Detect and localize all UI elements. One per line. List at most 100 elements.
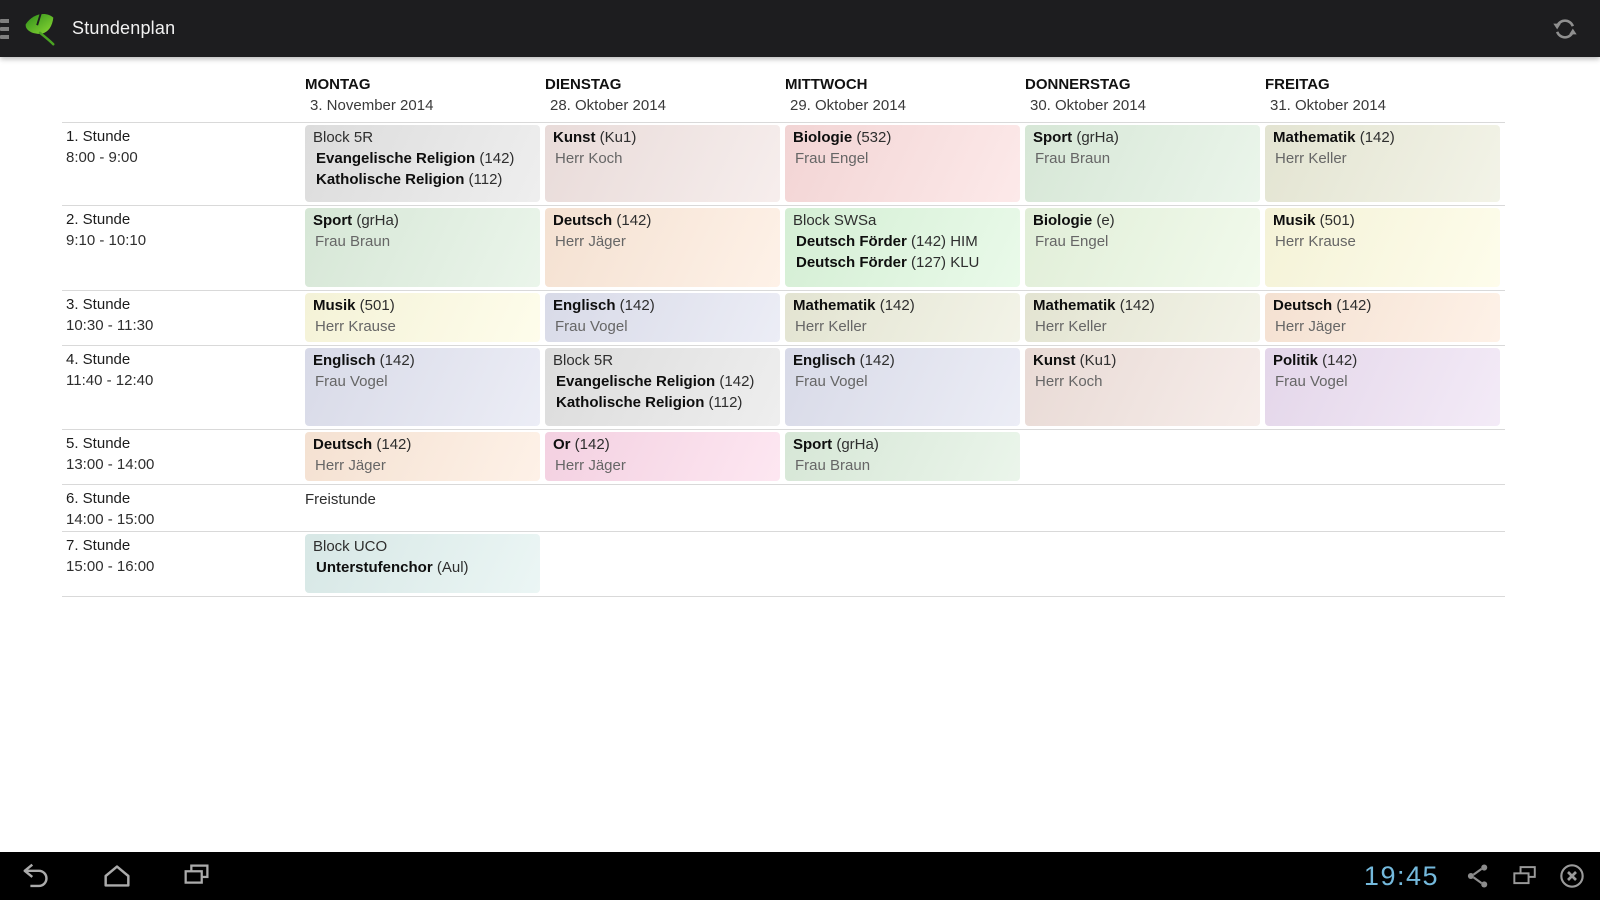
subject-name: Katholische Religion [316, 171, 465, 188]
lesson-cell[interactable]: Mathematik (142) Herr Keller [785, 293, 1020, 342]
lesson-text: (142) [1318, 352, 1358, 369]
share-icon[interactable] [1462, 860, 1494, 892]
subject-name: Deutsch [1273, 297, 1333, 314]
day-header: MONTAG 3. November 2014 [305, 74, 545, 116]
lesson-line: Evangelische Religion (142) [553, 371, 772, 392]
lesson-text: (grHa) [352, 212, 399, 229]
lesson-cell[interactable]: Englisch (142) Frau Vogel [785, 348, 1020, 426]
lesson-text: Herr Jäger [1275, 318, 1346, 335]
period-name: 4. Stunde [66, 351, 131, 368]
period-label: 7. Stunde 15:00 - 16:00 [62, 532, 305, 596]
day-cell: Or (142) Herr Jäger [545, 430, 785, 484]
lesson-cell[interactable]: Mathematik (142) Herr Keller [1265, 125, 1500, 202]
subject-name: Biologie [793, 129, 853, 146]
lesson-text: Frau Engel [1035, 233, 1109, 250]
day-cell: Musik (501) Herr Krause [1265, 206, 1505, 290]
lesson-cell[interactable]: Mathematik (142) Herr Keller [1025, 293, 1260, 342]
home-icon[interactable] [100, 859, 134, 893]
subject-name: Englisch [313, 352, 376, 369]
lesson-cell[interactable]: Englisch (142) Frau Vogel [545, 293, 780, 342]
lesson-cell[interactable]: Block 5R Evangelische Religion (142) Katho… [305, 125, 540, 202]
day-name: DONNERSTAG [1025, 76, 1131, 93]
recents-icon[interactable] [180, 859, 214, 893]
day-header: MITTWOCH 29. Oktober 2014 [785, 74, 1025, 116]
lesson-line: Biologie (e) [1033, 210, 1252, 231]
subject-name: Mathematik [1033, 297, 1116, 314]
subject-name: Katholische Religion [556, 394, 705, 411]
lesson-text: Block UCO [313, 538, 388, 555]
lesson-cell[interactable]: Biologie (532) Frau Engel [785, 125, 1020, 202]
lesson-text: Herr Krause [1275, 233, 1356, 250]
day-cell [1265, 430, 1505, 484]
teacher-name: Herr Koch [1033, 371, 1252, 392]
lesson-text: (142) [1332, 297, 1372, 314]
timetable-row: 4. Stunde 11:40 - 12:40 Englisch (142) Frau… [62, 345, 1505, 429]
lesson-text: (142) [475, 150, 515, 167]
lesson-line: Deutsch (142) [1273, 295, 1492, 316]
refresh-icon[interactable] [1550, 14, 1580, 44]
lesson-line: Deutsch Förder (127) KLU [793, 252, 1012, 273]
screenshot-windows-icon[interactable] [1509, 860, 1541, 892]
lesson-text: (142) [570, 436, 610, 453]
day-cell: Block UCO Unterstufenchor (Aul) [305, 532, 545, 596]
day-cell [1025, 430, 1265, 484]
lesson-cell[interactable]: Or (142) Herr Jäger [545, 432, 780, 481]
lesson-text: Frau Engel [795, 150, 869, 167]
close-icon[interactable] [1556, 860, 1588, 892]
lesson-cell[interactable]: Block SWSa Deutsch Förder (142) HIM Deutsc… [785, 208, 1020, 287]
subject-name: Sport [793, 436, 833, 453]
lesson-line: Freistunde [305, 489, 532, 510]
lesson-cell[interactable]: Kunst (Ku1) Herr Koch [1025, 348, 1260, 426]
lesson-line: Unterstufenchor (Aul) [313, 557, 532, 578]
teacher-name: Herr Keller [1273, 148, 1492, 169]
day-cell [545, 485, 785, 531]
day-cell: Politik (142) Frau Vogel [1265, 346, 1505, 429]
day-date: 3. November 2014 [310, 97, 434, 114]
lesson-text: Frau Vogel [1275, 373, 1348, 390]
lesson-cell[interactable]: Deutsch (142) Herr Jäger [545, 208, 780, 287]
status-tray: 19:45 [1364, 860, 1588, 892]
lesson-cell[interactable]: Kunst (Ku1) Herr Koch [545, 125, 780, 202]
period-name: 5. Stunde [66, 435, 131, 452]
day-cell: Deutsch (142) Herr Jäger [545, 206, 785, 290]
lesson-cell[interactable]: Politik (142) Frau Vogel [1265, 348, 1500, 426]
lesson-cell[interactable]: Deutsch (142) Herr Jäger [305, 432, 540, 481]
menu-icon[interactable] [0, 18, 9, 39]
day-cell: Englisch (142) Frau Vogel [545, 291, 785, 345]
lesson-text: (142) [715, 373, 755, 390]
lesson-cell[interactable]: Englisch (142) Frau Vogel [305, 348, 540, 426]
system-nav-bar: 19:45 [0, 852, 1600, 900]
period-label: 2. Stunde 9:10 - 10:10 [62, 206, 305, 290]
lesson-cell[interactable]: Block UCO Unterstufenchor (Aul) [305, 534, 540, 593]
app-logo-ginkgo-leaf-icon[interactable] [21, 10, 59, 48]
lesson-cell[interactable]: Sport (grHa) Frau Braun [1025, 125, 1260, 202]
lesson-line: Musik (501) [313, 295, 532, 316]
lesson-line: Deutsch (142) [313, 434, 532, 455]
lesson-cell[interactable]: Musik (501) Herr Krause [1265, 208, 1500, 287]
lesson-text: Herr Jäger [555, 457, 626, 474]
lesson-cell[interactable]: Block 5R Evangelische Religion (142) Katho… [545, 348, 780, 426]
lesson-text: (142) [875, 297, 915, 314]
day-cell [1265, 485, 1505, 531]
lesson-cell[interactable]: Musik (501) Herr Krause [305, 293, 540, 342]
lesson-line: Block SWSa [793, 210, 1012, 231]
lesson-text: (142) [612, 212, 652, 229]
subject-name: Evangelische Religion [556, 373, 716, 390]
lesson-cell[interactable]: Biologie (e) Frau Engel [1025, 208, 1260, 287]
lesson-line: Mathematik (142) [1033, 295, 1252, 316]
clock: 19:45 [1363, 860, 1439, 891]
lesson-cell[interactable]: Sport (grHa) Frau Braun [785, 432, 1020, 481]
timetable-rows: 1. Stunde 8:00 - 9:00 Block 5R Evangelische… [62, 122, 1505, 597]
teacher-name: Herr Krause [313, 316, 532, 337]
day-header-row: MONTAG 3. November 2014 DIENSTAG 28. Oktobe… [62, 66, 1505, 122]
lesson-text: (142) [375, 352, 415, 369]
teacher-name: Frau Vogel [793, 371, 1012, 392]
lesson-text: (142) [1115, 297, 1155, 314]
lesson-text: (142) [1355, 129, 1395, 146]
back-icon[interactable] [20, 859, 54, 893]
lesson-cell[interactable]: Deutsch (142) Herr Jäger [1265, 293, 1500, 342]
nav-buttons [20, 859, 214, 893]
lesson-cell[interactable]: Sport (grHa) Frau Braun [305, 208, 540, 287]
lesson-line: Kunst (Ku1) [1033, 350, 1252, 371]
teacher-name: Frau Vogel [553, 316, 772, 337]
